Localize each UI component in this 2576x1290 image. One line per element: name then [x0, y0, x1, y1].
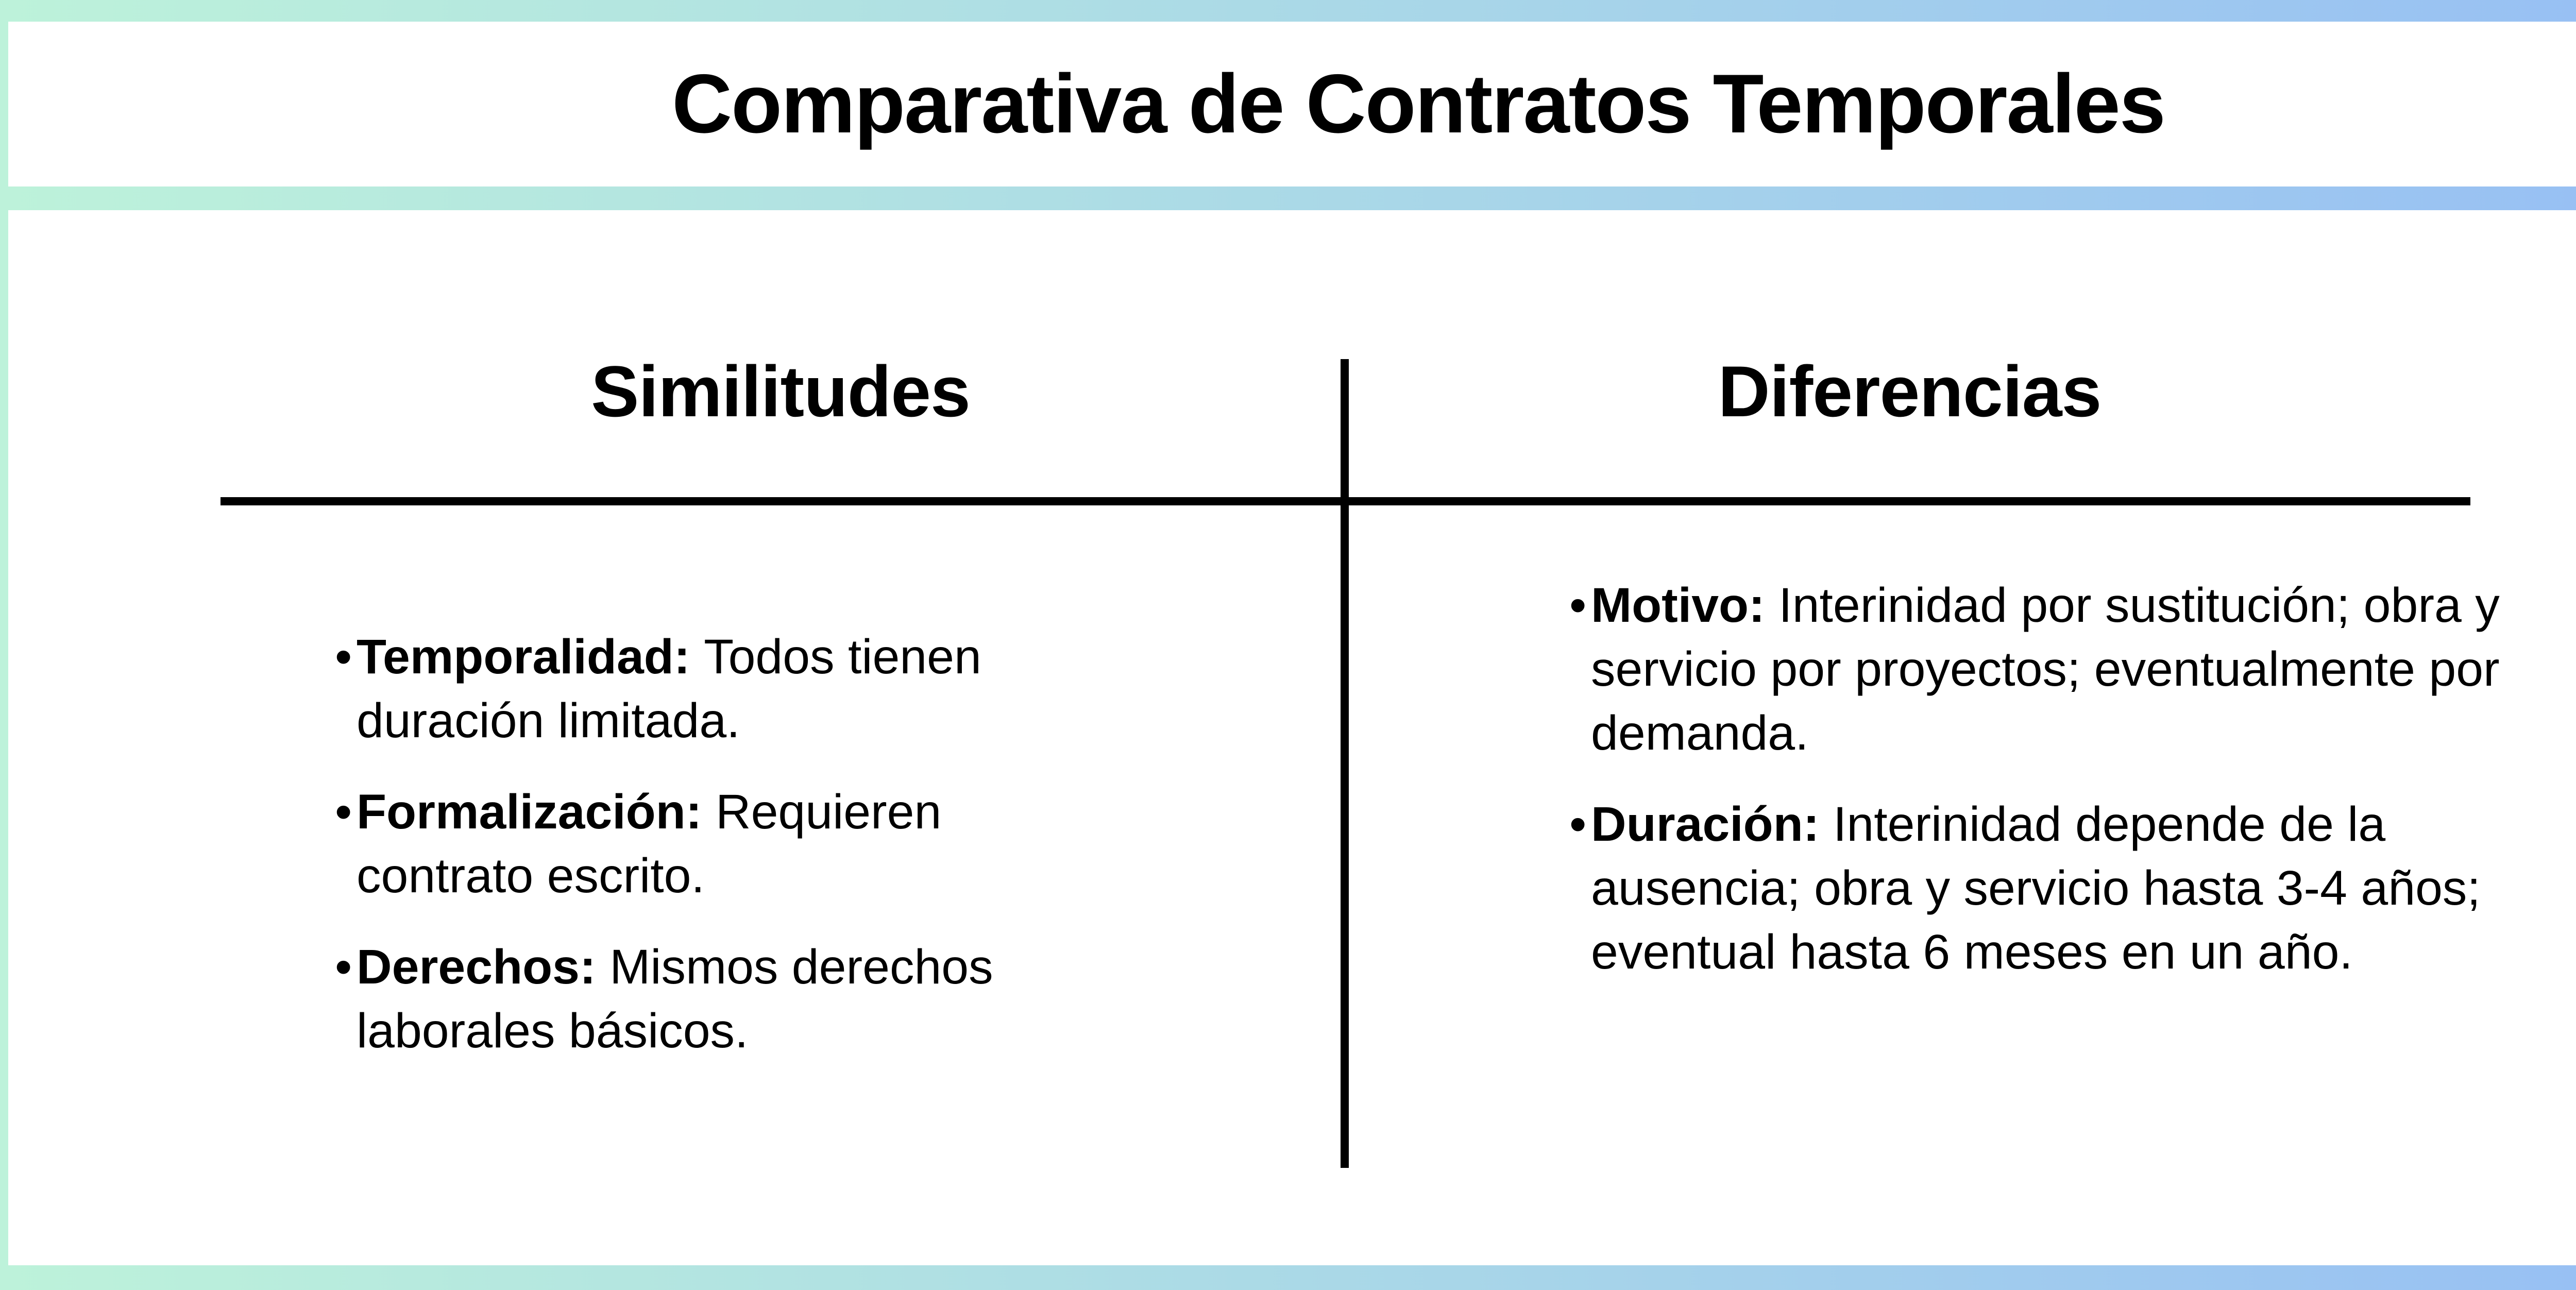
item-desc: Todos tienen duración limitada.: [357, 630, 981, 748]
body-panel: Similitudes Diferencias • Temporalidad: To…: [8, 210, 2576, 1265]
bullet-icon: •: [335, 785, 352, 839]
item-desc: Interinidad depende de la ausencia; obra…: [1591, 797, 2481, 979]
item-desc: Requieren contrato escrito.: [357, 785, 942, 903]
separator-strip: [8, 186, 2576, 210]
list-item: • Formalización: Requieren contrato escrit…: [335, 780, 1041, 908]
item-desc: Interinidad por sustitución; obra y serv…: [1591, 578, 2500, 760]
list-item: • Temporalidad: Todos tienen duración limi…: [335, 625, 1041, 753]
item-term: Derechos:: [357, 940, 596, 994]
column-divider: [1341, 359, 1349, 1168]
item-term: Motivo:: [1591, 578, 1765, 633]
similitudes-list: • Temporalidad: Todos tienen duración limi…: [335, 625, 1041, 1063]
bullet-icon: •: [335, 630, 352, 684]
item-term: Temporalidad:: [357, 630, 690, 684]
list-item: • Motivo: Interinidad por sustitución; obr…: [1569, 573, 2520, 765]
page-title: Comparativa de Contratos Temporales: [672, 57, 2166, 150]
bullet-icon: •: [1569, 797, 1587, 852]
column-header-similitudes: Similitudes: [591, 351, 971, 432]
bullet-icon: •: [1569, 578, 1587, 633]
item-desc: Mismos derechos laborales básicos.: [357, 940, 993, 1058]
list-item: • Derechos: Mismos derechos laborales bási…: [335, 935, 1041, 1063]
list-item: • Duración: Interinidad depende de la ause…: [1569, 792, 2520, 984]
item-term: Formalización:: [357, 785, 702, 839]
item-term: Duración:: [1591, 797, 1820, 852]
bullet-icon: •: [335, 940, 352, 994]
diferencias-list: • Motivo: Interinidad por sustitución; obr…: [1569, 573, 2520, 984]
header-panel: Comparativa de Contratos Temporales: [8, 22, 2576, 186]
column-header-diferencias: Diferencias: [1718, 351, 2102, 432]
